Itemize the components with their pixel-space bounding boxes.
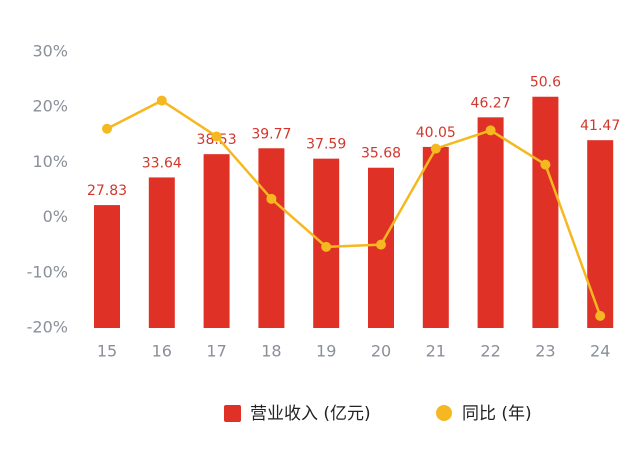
legend-label: 同比 (年) bbox=[462, 404, 532, 424]
bar-value-label: 41.47 bbox=[580, 118, 620, 134]
bar-value-label: 33.64 bbox=[142, 155, 182, 171]
bar-value-label: 40.05 bbox=[416, 125, 456, 141]
y-tick-label: 30% bbox=[32, 42, 68, 61]
x-tick-label: 22 bbox=[480, 342, 500, 361]
bar bbox=[258, 148, 285, 328]
x-tick-label: 17 bbox=[206, 342, 226, 361]
bar bbox=[587, 140, 614, 328]
line bbox=[106, 99, 602, 317]
bar-value-label: 46.27 bbox=[471, 95, 511, 111]
x-tick-label: 15 bbox=[97, 342, 117, 361]
line-point bbox=[321, 241, 332, 252]
legend-label: 营业收入 (亿元) bbox=[250, 404, 371, 424]
bar-value-label: 27.83 bbox=[87, 183, 127, 199]
x-tick-label: 24 bbox=[590, 342, 610, 361]
line-point bbox=[102, 123, 112, 134]
bar bbox=[477, 117, 504, 328]
bar-value-label: 50.6 bbox=[530, 75, 561, 91]
x-tick-label: 21 bbox=[426, 342, 446, 361]
line-point bbox=[595, 310, 606, 321]
line-point bbox=[156, 95, 167, 106]
x-tick-label: 18 bbox=[261, 342, 281, 361]
y-tick-label: 20% bbox=[32, 97, 68, 116]
x-tick-label: 23 bbox=[535, 342, 555, 361]
line-point bbox=[376, 239, 386, 250]
line-point bbox=[211, 131, 222, 142]
x-tick-label: 16 bbox=[152, 342, 172, 361]
bar-value-label: 39.77 bbox=[251, 126, 291, 142]
line-point bbox=[430, 143, 441, 154]
y-tick-label: 10% bbox=[32, 152, 68, 171]
legend-swatch bbox=[224, 405, 241, 422]
bar bbox=[203, 154, 230, 328]
bar bbox=[532, 96, 559, 328]
bar bbox=[422, 146, 449, 328]
bar bbox=[148, 177, 175, 328]
y-tick-label: -20% bbox=[27, 318, 68, 337]
bar-value-label: 35.68 bbox=[361, 146, 401, 162]
line-point bbox=[540, 159, 551, 170]
bar bbox=[94, 205, 120, 328]
legend-swatch bbox=[436, 405, 452, 421]
x-tick-label: 19 bbox=[316, 342, 336, 361]
x-tick-label: 20 bbox=[371, 342, 391, 361]
y-tick-label: 0% bbox=[43, 207, 68, 226]
line-point bbox=[485, 125, 496, 136]
y-tick-label: -10% bbox=[27, 262, 68, 281]
bar-value-label: 37.59 bbox=[306, 137, 346, 153]
line-point bbox=[266, 193, 277, 204]
